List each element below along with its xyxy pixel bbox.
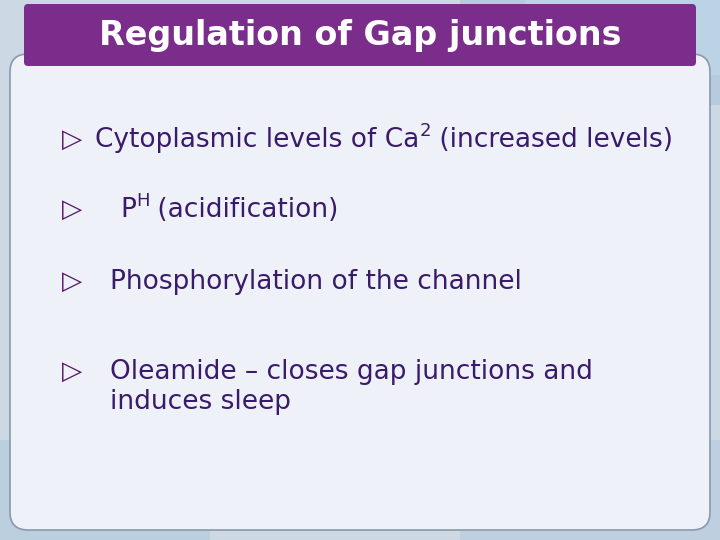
Text: H: H <box>136 192 149 210</box>
Text: ▷: ▷ <box>62 197 82 223</box>
Text: Regulation of Gap junctions: Regulation of Gap junctions <box>99 18 621 51</box>
Text: ▷: ▷ <box>62 269 82 295</box>
FancyBboxPatch shape <box>460 440 720 540</box>
Text: 2: 2 <box>419 122 431 140</box>
Text: Oleamide – closes gap junctions and: Oleamide – closes gap junctions and <box>110 359 593 385</box>
Text: ▷: ▷ <box>62 359 82 385</box>
Text: induces sleep: induces sleep <box>110 389 291 415</box>
Text: (increased levels): (increased levels) <box>431 127 672 153</box>
Text: P: P <box>120 197 136 223</box>
FancyBboxPatch shape <box>460 0 720 105</box>
FancyBboxPatch shape <box>24 4 696 66</box>
FancyBboxPatch shape <box>10 54 710 530</box>
Text: Phosphorylation of the channel: Phosphorylation of the channel <box>110 269 522 295</box>
Text: (acidification): (acidification) <box>149 197 338 223</box>
Text: 2: 2 <box>419 122 431 140</box>
Text: H: H <box>136 192 149 210</box>
FancyBboxPatch shape <box>525 0 720 75</box>
FancyBboxPatch shape <box>0 440 210 540</box>
Text: ▷: ▷ <box>62 127 82 153</box>
Text: Cytoplasmic levels of Ca: Cytoplasmic levels of Ca <box>95 127 419 153</box>
